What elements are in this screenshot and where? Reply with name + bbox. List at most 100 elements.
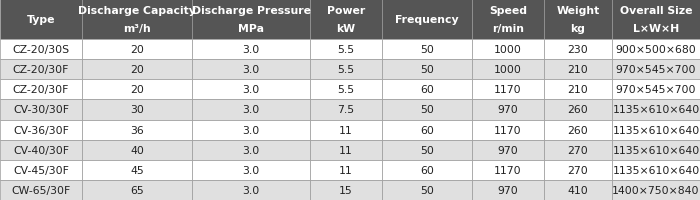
Text: Frequency: Frequency xyxy=(395,15,458,25)
Bar xyxy=(544,120,612,140)
Text: MPa: MPa xyxy=(238,24,264,34)
Bar xyxy=(0,0,82,40)
Text: 50: 50 xyxy=(420,105,434,115)
Bar xyxy=(310,100,382,120)
Text: CZ-20/30S: CZ-20/30S xyxy=(13,45,69,55)
Bar xyxy=(472,120,544,140)
Bar xyxy=(82,60,192,80)
Text: 20: 20 xyxy=(130,85,144,95)
Text: CV-36/30F: CV-36/30F xyxy=(13,125,69,135)
Bar xyxy=(310,120,382,140)
Text: 36: 36 xyxy=(130,125,144,135)
Bar xyxy=(382,40,472,60)
Text: 5.5: 5.5 xyxy=(337,65,355,75)
Bar xyxy=(612,180,700,200)
Bar xyxy=(544,160,612,180)
Text: 30: 30 xyxy=(130,105,144,115)
Bar xyxy=(82,160,192,180)
Text: L×W×H: L×W×H xyxy=(633,24,679,34)
Text: 5.5: 5.5 xyxy=(337,85,355,95)
Bar xyxy=(310,180,382,200)
Bar xyxy=(472,60,544,80)
Text: 3.0: 3.0 xyxy=(242,85,260,95)
Bar xyxy=(382,60,472,80)
Text: 1135×610×640: 1135×610×640 xyxy=(612,125,699,135)
Bar xyxy=(612,120,700,140)
Text: m³/h: m³/h xyxy=(123,24,151,34)
Bar xyxy=(472,160,544,180)
Bar xyxy=(0,40,82,60)
Text: 260: 260 xyxy=(568,105,589,115)
Text: 270: 270 xyxy=(568,165,589,175)
Text: 60: 60 xyxy=(420,165,434,175)
Text: 20: 20 xyxy=(130,65,144,75)
Text: 1135×610×640: 1135×610×640 xyxy=(612,165,699,175)
Bar xyxy=(544,0,612,40)
Bar xyxy=(82,40,192,60)
Text: 3.0: 3.0 xyxy=(242,125,260,135)
Text: CW-65/30F: CW-65/30F xyxy=(11,185,71,195)
Bar xyxy=(382,180,472,200)
Bar xyxy=(612,60,700,80)
Text: CV-45/30F: CV-45/30F xyxy=(13,165,69,175)
Text: 210: 210 xyxy=(568,85,589,95)
Bar xyxy=(612,40,700,60)
Bar xyxy=(82,0,192,40)
Bar xyxy=(0,80,82,100)
Text: 970×545×700: 970×545×700 xyxy=(616,85,696,95)
Bar xyxy=(192,60,310,80)
Text: 40: 40 xyxy=(130,145,144,155)
Text: 60: 60 xyxy=(420,125,434,135)
Bar xyxy=(310,80,382,100)
Bar xyxy=(310,0,382,40)
Text: 50: 50 xyxy=(420,185,434,195)
Text: 65: 65 xyxy=(130,185,144,195)
Bar xyxy=(310,40,382,60)
Bar xyxy=(0,120,82,140)
Text: 7.5: 7.5 xyxy=(337,105,355,115)
Text: 15: 15 xyxy=(339,185,353,195)
Text: 3.0: 3.0 xyxy=(242,185,260,195)
Text: 3.0: 3.0 xyxy=(242,105,260,115)
Text: 970: 970 xyxy=(498,185,519,195)
Bar xyxy=(544,80,612,100)
Bar xyxy=(472,180,544,200)
Bar xyxy=(544,180,612,200)
Bar xyxy=(382,160,472,180)
Text: 1135×610×640: 1135×610×640 xyxy=(612,105,699,115)
Text: 210: 210 xyxy=(568,65,589,75)
Text: Type: Type xyxy=(27,15,55,25)
Bar xyxy=(472,80,544,100)
Text: 20: 20 xyxy=(130,45,144,55)
Bar xyxy=(192,80,310,100)
Text: 900×500×680: 900×500×680 xyxy=(615,45,696,55)
Bar xyxy=(612,0,700,40)
Text: 3.0: 3.0 xyxy=(242,65,260,75)
Bar xyxy=(0,140,82,160)
Bar xyxy=(0,100,82,120)
Bar xyxy=(192,140,310,160)
Bar xyxy=(82,140,192,160)
Bar xyxy=(82,120,192,140)
Text: Speed: Speed xyxy=(489,6,527,16)
Text: 1400×750×840: 1400×750×840 xyxy=(612,185,700,195)
Text: 1170: 1170 xyxy=(494,165,522,175)
Text: r/min: r/min xyxy=(492,24,524,34)
Text: 3.0: 3.0 xyxy=(242,165,260,175)
Bar xyxy=(0,180,82,200)
Bar xyxy=(544,40,612,60)
Text: 1170: 1170 xyxy=(494,125,522,135)
Bar xyxy=(612,160,700,180)
Bar xyxy=(612,140,700,160)
Bar xyxy=(192,40,310,60)
Bar xyxy=(382,120,472,140)
Text: 45: 45 xyxy=(130,165,144,175)
Text: kW: kW xyxy=(337,24,356,34)
Text: 1135×610×640: 1135×610×640 xyxy=(612,145,699,155)
Bar xyxy=(472,40,544,60)
Bar xyxy=(82,100,192,120)
Text: 230: 230 xyxy=(568,45,589,55)
Bar xyxy=(0,60,82,80)
Bar xyxy=(472,100,544,120)
Bar xyxy=(612,80,700,100)
